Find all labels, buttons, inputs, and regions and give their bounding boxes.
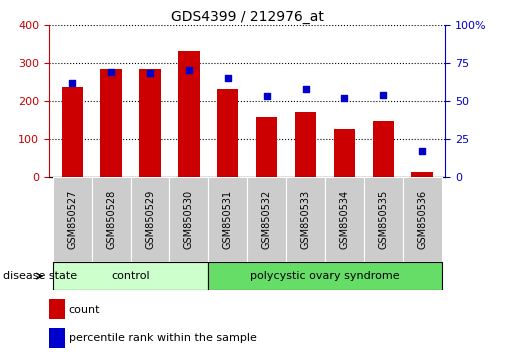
Text: GSM850533: GSM850533	[301, 190, 311, 249]
Point	[418, 148, 426, 154]
Bar	[403, 177, 441, 262]
Text: percentile rank within the sample: percentile rank within the sample	[68, 333, 256, 343]
Bar	[92, 177, 131, 262]
Bar	[178, 51, 200, 177]
Point	[146, 71, 154, 76]
Point	[68, 80, 76, 85]
Bar	[247, 177, 286, 262]
Text: GSM850534: GSM850534	[339, 190, 349, 249]
Bar	[169, 177, 209, 262]
Text: GSM850531: GSM850531	[223, 190, 233, 249]
Text: GSM850532: GSM850532	[262, 190, 271, 249]
Point	[340, 95, 349, 101]
Point	[185, 68, 193, 73]
Bar	[53, 262, 209, 290]
Text: GSM850530: GSM850530	[184, 190, 194, 249]
Point	[107, 69, 115, 75]
Point	[224, 75, 232, 81]
Point	[379, 92, 387, 98]
Text: GSM850529: GSM850529	[145, 190, 155, 249]
Bar	[209, 262, 441, 290]
Bar	[217, 89, 238, 177]
Bar	[286, 177, 325, 262]
Text: GSM850528: GSM850528	[106, 190, 116, 249]
Bar	[325, 177, 364, 262]
Bar	[53, 177, 92, 262]
Text: GSM850527: GSM850527	[67, 190, 77, 249]
Bar	[334, 129, 355, 177]
Text: GSM850536: GSM850536	[417, 190, 427, 249]
Bar	[372, 121, 394, 177]
Bar	[209, 177, 247, 262]
Bar	[49, 299, 65, 319]
Point	[301, 86, 310, 92]
Bar	[256, 117, 278, 177]
Text: disease state: disease state	[3, 271, 77, 281]
Bar	[295, 112, 316, 177]
Bar	[131, 177, 169, 262]
Point	[263, 93, 271, 99]
Bar	[100, 69, 122, 177]
Bar	[49, 328, 65, 348]
Title: GDS4399 / 212976_at: GDS4399 / 212976_at	[171, 10, 323, 24]
Bar	[62, 87, 83, 177]
Text: control: control	[111, 271, 150, 281]
Text: count: count	[68, 305, 100, 315]
Text: polycystic ovary syndrome: polycystic ovary syndrome	[250, 271, 400, 281]
Bar	[364, 177, 403, 262]
Text: GSM850535: GSM850535	[379, 190, 388, 249]
Bar	[140, 69, 161, 177]
Bar	[411, 172, 433, 177]
